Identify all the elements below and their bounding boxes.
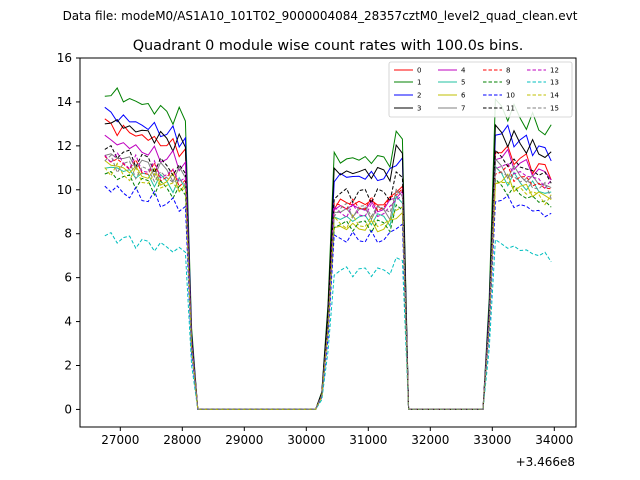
x-tick-label: 31000 — [349, 433, 387, 447]
x-axis: 27000 28000 29000 30000 31000 32000 33000 34000 — [101, 427, 573, 447]
series-group — [104, 87, 552, 410]
legend-label-11: 11 — [506, 105, 515, 113]
legend-label-7: 7 — [461, 105, 465, 113]
legend-label-1: 1 — [417, 79, 421, 87]
axes-frame — [79, 57, 577, 428]
legend-label-15: 15 — [550, 105, 559, 113]
x-tick-label: 33000 — [473, 433, 511, 447]
y-axis: 0 2 4 6 8 10 12 14 16 — [57, 51, 80, 416]
y-tick-label: 10 — [57, 183, 72, 197]
series-line-15 — [104, 154, 552, 410]
y-tick-label: 2 — [64, 359, 72, 373]
x-tick-label: 27000 — [101, 433, 139, 447]
legend-label-9: 9 — [506, 79, 510, 87]
series-line-13 — [104, 231, 552, 410]
y-tick-label: 14 — [57, 95, 72, 109]
legend-label-4: 4 — [461, 67, 466, 75]
x-axis-offset-label: +3.466e8 — [516, 455, 575, 469]
y-tick-label: 16 — [57, 51, 72, 65]
y-tick-label: 6 — [64, 271, 72, 285]
legend-label-8: 8 — [506, 67, 510, 75]
x-tick-label: 32000 — [411, 433, 449, 447]
plot-area — [79, 57, 577, 428]
legend-label-13: 13 — [550, 79, 559, 87]
legend-label-6: 6 — [461, 92, 466, 100]
x-tick-label: 28000 — [163, 433, 201, 447]
x-tick-label: 34000 — [535, 433, 573, 447]
legend-label-0: 0 — [417, 67, 421, 75]
legend-label-14: 14 — [550, 92, 559, 100]
y-tick-label: 4 — [64, 315, 72, 329]
y-tick-label: 8 — [64, 227, 72, 241]
legend-frame — [388, 61, 573, 118]
chart-title: Quadrant 0 module wise count rates with … — [133, 38, 524, 54]
x-tick-label: 29000 — [225, 433, 263, 447]
legend-label-2: 2 — [417, 92, 421, 100]
legend-label-5: 5 — [461, 79, 465, 87]
y-tick-label: 0 — [64, 402, 72, 416]
legend-label-3: 3 — [417, 105, 421, 113]
x-tick-label: 30000 — [287, 433, 325, 447]
y-tick-label: 12 — [57, 139, 72, 153]
figure-suptitle: Data file: modeM0/AS1A10_101T02_90000040… — [63, 9, 578, 23]
legend-label-12: 12 — [550, 67, 559, 75]
legend-label-10: 10 — [506, 92, 515, 100]
